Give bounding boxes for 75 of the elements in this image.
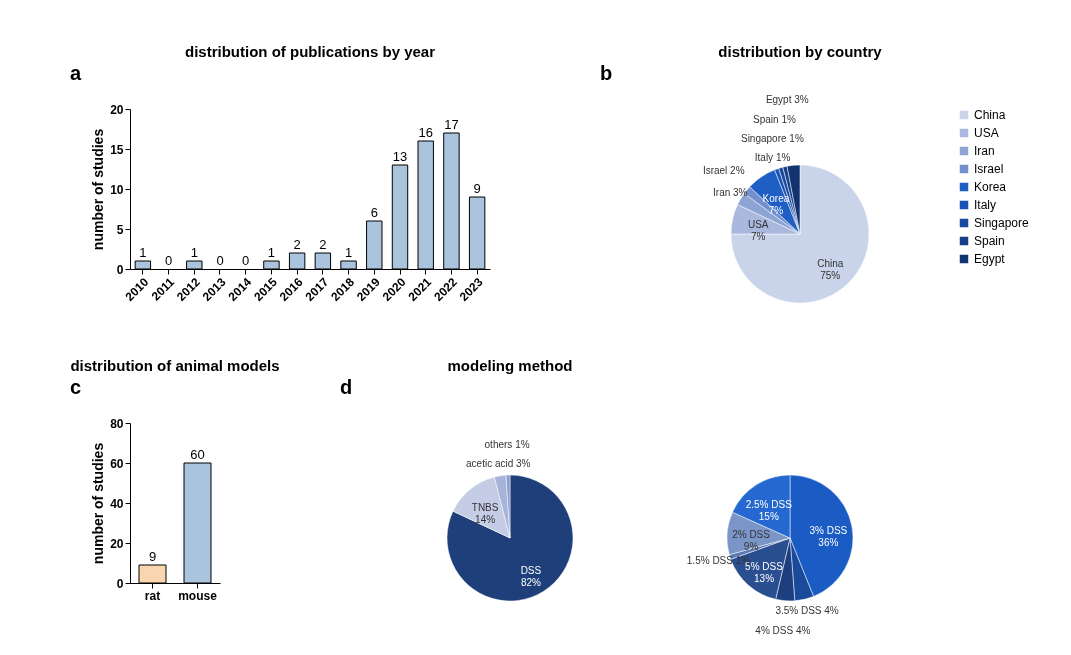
data-label: 2 [293,237,301,252]
data-label: 60 [190,447,205,462]
x-tick-label: rat [144,588,161,603]
category-label: Iran 3% [713,186,748,198]
slice-label: 2% DSS [732,529,771,541]
y-tick-label: 20 [110,536,124,551]
data-label: 13% [754,573,775,585]
slice-label: 3.5% DSS 4% [775,605,839,617]
chart-title: distribution of publications by year [184,43,436,60]
chart-title: modeling method [447,357,573,374]
data-label: 6 [370,205,378,220]
chart-title: distribution by country [718,43,883,60]
data-label: 9 [473,181,481,196]
slice-label: USA [747,218,769,230]
category-label: Singapore 1% [740,132,804,144]
category-label: Israel 2% [702,164,745,176]
legend-label: Iran [974,144,995,158]
data-label: 1 [190,245,198,260]
legend-label: Egypt [974,252,1006,266]
text: a [70,62,82,84]
category-label: Egypt 3% [765,93,809,105]
pie-slice [446,474,574,602]
slice-label: China [817,258,844,270]
y-tick-label: 20 [110,102,124,117]
legend-label: Italy [974,198,997,212]
text: b [600,62,613,84]
legend-label: Spain [974,234,1005,248]
legend-label: Korea [974,180,1007,194]
data-label: 2 [319,237,327,252]
legend-label: Singapore [974,216,1030,230]
data-label: 36% [818,536,839,548]
slice-label: others 1% [484,439,530,451]
y-tick-label: 0 [116,262,124,277]
y-tick-label: 0 [116,576,124,591]
data-label: 0 [242,253,250,268]
data-label: 0 [164,253,173,268]
y-tick-label: 40 [110,496,124,511]
data-label: 75% [820,270,841,282]
legend-label: USA [974,126,999,140]
y-tick-label: 60 [110,456,124,471]
data-label: 0 [216,253,224,268]
slice-label: acetic acid 3% [466,457,531,469]
legend-label: Israel [974,162,1004,176]
legend-label: China [974,108,1006,122]
data-label: 16 [418,125,433,140]
y-axis-title: number of studies [90,128,107,251]
data-label: 9 [148,549,157,564]
data-label: 82% [520,576,542,588]
data-label: 9% [743,541,759,553]
slice-label: 5% DSS [745,561,784,573]
slice-label: 3% DSS [809,524,848,536]
data-label: 17 [444,117,459,132]
text: c [70,376,82,398]
y-tick-label: 80 [110,416,124,431]
data-label: 1 [139,245,147,260]
data-label: 15% [758,511,779,523]
data-label: 1 [267,245,276,260]
data-label: 13 [392,149,408,164]
slice-label: 2.5% DSS [745,499,793,511]
slice-label: DSS [520,564,542,576]
pie-slice [730,164,870,304]
y-axis-title: number of studies [90,442,107,565]
category-label: Italy 1% [754,151,791,163]
y-tick-label: 15 [110,142,124,157]
y-tick-label: 5 [116,222,124,237]
data-label: 1 [344,245,353,260]
text: d [340,376,353,398]
slice-label: 4% DSS 4% [755,624,811,636]
slice-label: TNBS [471,501,499,513]
chart-title: distribution of animal models [70,357,280,374]
x-tick-label: mouse [178,588,218,603]
y-tick-label: 10 [110,182,124,197]
category-label: Spain 1% [753,113,796,125]
data-label: 7% [751,230,766,242]
data-label: 14% [475,513,496,525]
